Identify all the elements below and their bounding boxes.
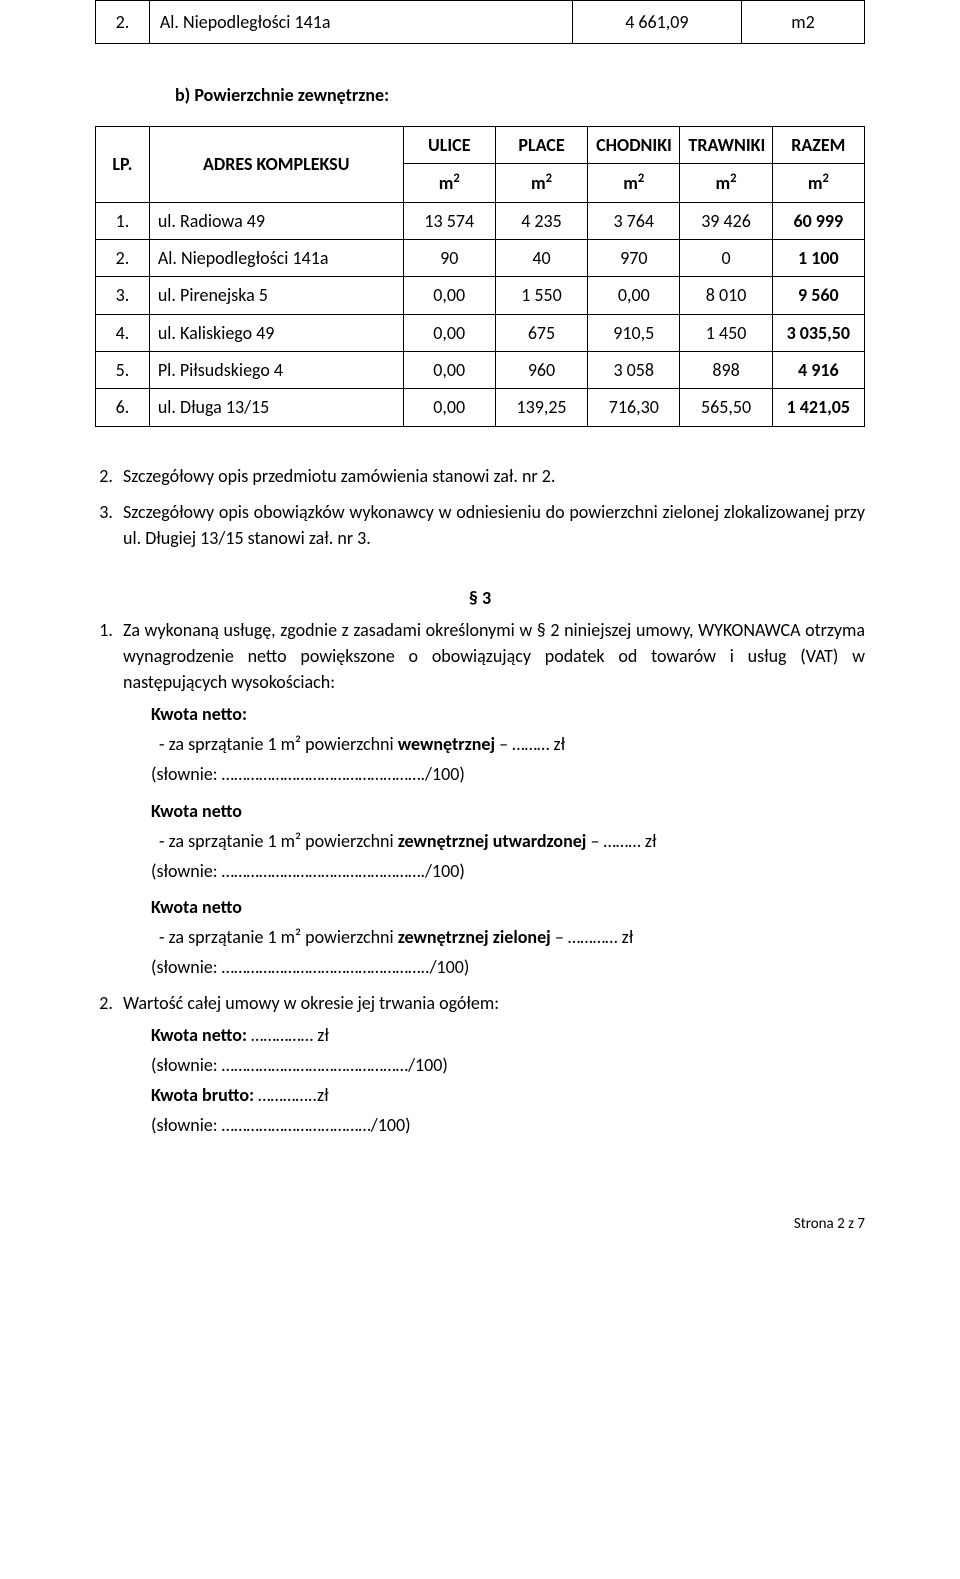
cell-value: 60 999 xyxy=(772,202,864,239)
kwota-title: Kwota netto xyxy=(151,798,865,824)
cell-num: 4. xyxy=(96,314,150,351)
header-col: ULICE xyxy=(403,127,495,164)
heading-b: b) Powierzchnie zewnętrzne: xyxy=(95,82,865,108)
header-unit: m2 xyxy=(588,164,680,202)
cell-value: 8 010 xyxy=(680,277,772,314)
cell-num: 3. xyxy=(96,277,150,314)
cell-value: 40 xyxy=(495,240,587,277)
cell-value: 13 574 xyxy=(403,202,495,239)
cell-num: 5. xyxy=(96,351,150,388)
cell-name: Al. Niepodległości 141a xyxy=(149,240,403,277)
table-row: 4.ul. Kaliskiego 490,00675910,51 4503 03… xyxy=(96,314,865,351)
kwota-slownie: (słownie: …………………………………………../100) xyxy=(151,954,865,980)
table-small: 2. Al. Niepodległości 141a 4 661,09 m2 xyxy=(95,0,865,44)
item2-line: Kwota netto: …………… zł xyxy=(151,1022,865,1048)
cell-value: 716,30 xyxy=(588,389,680,426)
header-lp: LP. xyxy=(96,127,150,203)
cell-value: 970 xyxy=(588,240,680,277)
section-3-title: § 3 xyxy=(95,585,865,611)
cell-value: 960 xyxy=(495,351,587,388)
cell-name: ul. Kaliskiego 49 xyxy=(149,314,403,351)
header-adres: ADRES KOMPLEKSU xyxy=(149,127,403,203)
cell-unit: m2 xyxy=(741,1,864,44)
cell-value: 0 xyxy=(680,240,772,277)
cell-value: 910,5 xyxy=(588,314,680,351)
header-col: TRAWNIKI xyxy=(680,127,772,164)
kwota-title: Kwota netto xyxy=(151,894,865,920)
cell-value: 898 xyxy=(680,351,772,388)
list-item: Szczegółowy opis przedmiotu zamówienia s… xyxy=(117,463,865,489)
cell-name: ul. Długa 13/15 xyxy=(149,389,403,426)
table-header-row: LP.ADRES KOMPLEKSUULICEPLACECHODNIKITRAW… xyxy=(96,127,865,164)
item2-line: Kwota brutto: …………..zł xyxy=(151,1082,865,1108)
cell-value: 4 916 xyxy=(772,351,864,388)
kwota-slownie: (słownie: …………………………………………./100) xyxy=(151,761,865,787)
header-unit: m2 xyxy=(495,164,587,202)
header-unit: m2 xyxy=(772,164,864,202)
kwota-line: za sprzątanie 1 m² powierzchni zewnętrzn… xyxy=(151,924,865,950)
kwota-title: Kwota netto: xyxy=(151,701,865,727)
cell-value: 1 450 xyxy=(680,314,772,351)
cell-value: 3 058 xyxy=(588,351,680,388)
cell-value: 39 426 xyxy=(680,202,772,239)
section-3-list: Za wykonaną usługę, zgodnie z zasadami o… xyxy=(95,617,865,1139)
cell-value: 0,00 xyxy=(403,314,495,351)
cell-value: 1 100 xyxy=(772,240,864,277)
header-unit: m2 xyxy=(403,164,495,202)
cell-value: 675 xyxy=(495,314,587,351)
cell-value: 9 560 xyxy=(772,277,864,314)
section-3-item-2: Wartość całej umowy w okresie jej trwani… xyxy=(117,990,865,1138)
cell-value: 1 550 xyxy=(495,277,587,314)
page-footer: Strona 2 z 7 xyxy=(95,1214,865,1236)
header-unit: m2 xyxy=(680,164,772,202)
item1-text: Za wykonaną usługę, zgodnie z zasadami o… xyxy=(123,619,865,693)
cell-value: 0,00 xyxy=(403,277,495,314)
cell-num: 1. xyxy=(96,202,150,239)
item2-line: (słownie: ………………………………/100) xyxy=(151,1112,865,1138)
table-row: 1.ul. Radiowa 4913 5744 2353 76439 42660… xyxy=(96,202,865,239)
cell-num: 2. xyxy=(96,1,150,44)
table-main: LP.ADRES KOMPLEKSUULICEPLACECHODNIKITRAW… xyxy=(95,126,865,426)
cell-value: 1 421,05 xyxy=(772,389,864,426)
kwota-line: za sprzątanie 1 m² powierzchni zewnętrzn… xyxy=(151,828,865,854)
cell-value: 3 035,50 xyxy=(772,314,864,351)
cell-value: 0,00 xyxy=(588,277,680,314)
cell-name: Al. Niepodległości 141a xyxy=(149,1,572,44)
cell-value: 4 235 xyxy=(495,202,587,239)
cell-value: 3 764 xyxy=(588,202,680,239)
item2-line: (słownie: ………………………………………/100) xyxy=(151,1052,865,1078)
cell-value: 139,25 xyxy=(495,389,587,426)
table-row: 5.Pl. Piłsudskiego 40,009603 0588984 916 xyxy=(96,351,865,388)
cell-value: 0,00 xyxy=(403,351,495,388)
cell-value: 565,50 xyxy=(680,389,772,426)
table-row: 2. Al. Niepodległości 141a 4 661,09 m2 xyxy=(96,1,865,44)
list-item: Szczegółowy opis obowiązków wykonawcy w … xyxy=(117,499,865,551)
item2-text: Wartość całej umowy w okresie jej trwani… xyxy=(123,992,499,1014)
table-row: 3.ul. Pirenejska 50,001 5500,008 0109 56… xyxy=(96,277,865,314)
cell-val: 4 661,09 xyxy=(572,1,741,44)
cell-value: 0,00 xyxy=(403,389,495,426)
cell-name: Pl. Piłsudskiego 4 xyxy=(149,351,403,388)
section-3-item-1: Za wykonaną usługę, zgodnie z zasadami o… xyxy=(117,617,865,980)
kwota-line: za sprzątanie 1 m² powierzchni wewnętrzn… xyxy=(151,731,865,757)
cell-name: ul. Radiowa 49 xyxy=(149,202,403,239)
header-col: PLACE xyxy=(495,127,587,164)
list-after-table: Szczegółowy opis przedmiotu zamówienia s… xyxy=(95,463,865,551)
header-col: CHODNIKI xyxy=(588,127,680,164)
header-col: RAZEM xyxy=(772,127,864,164)
table-row: 6.ul. Długa 13/150,00139,25716,30565,501… xyxy=(96,389,865,426)
cell-num: 6. xyxy=(96,389,150,426)
cell-name: ul. Pirenejska 5 xyxy=(149,277,403,314)
cell-value: 90 xyxy=(403,240,495,277)
cell-num: 2. xyxy=(96,240,150,277)
kwota-slownie: (słownie: …………………………………………./100) xyxy=(151,858,865,884)
table-row: 2.Al. Niepodległości 141a904097001 100 xyxy=(96,240,865,277)
